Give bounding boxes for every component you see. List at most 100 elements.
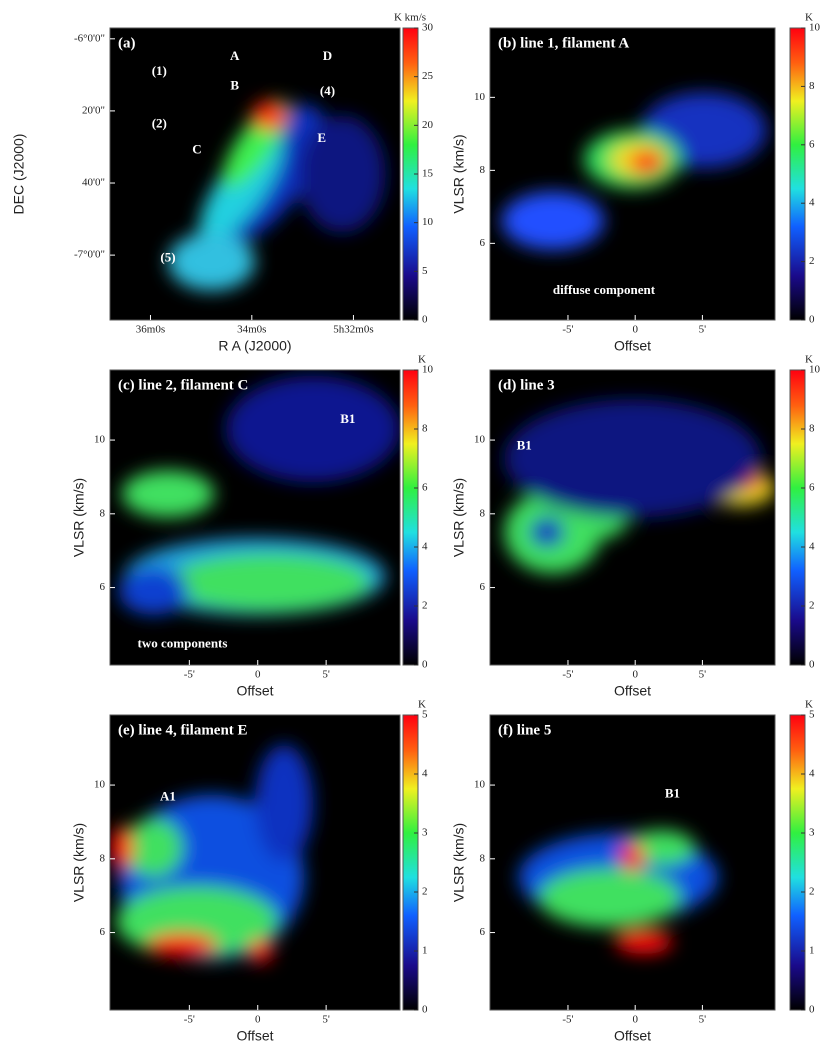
y-tick-label: 6 [100,926,106,938]
y-tick-label: 20'0" [82,104,105,116]
panel: (a) 36m0s 34m0s 5h32m0s -6°0'0" 20'0" 40'0" -7°… [11,12,434,354]
y-tick-label: 10 [474,434,486,446]
emission [118,567,189,615]
colorbar-label: K km/s [394,12,426,24]
panel-title: (d) line 3 [498,377,555,393]
x-tick-label: 5' [322,1014,330,1026]
x-axis-label: Offset [236,1028,273,1044]
annotation: B1 [340,411,355,426]
colorbar-tick-label: 6 [809,138,815,150]
emission [621,841,644,872]
emission [124,818,183,878]
panel: (c) line 2, filament C -5' 0 5' 6 8 10 Offset VL… [71,354,434,699]
annotation: two components [138,635,228,650]
colorbar-tick-label: 4 [809,768,815,780]
colorbar-tick-label: 1 [422,945,428,957]
heatmap-image [168,100,386,291]
x-tick-label: 0 [632,1014,638,1026]
panel: (d) line 3 -5' 0 5' 6 8 10 Offset VLSR (km/s) B1 K… [451,354,821,699]
emission [147,933,218,957]
emission [538,868,681,928]
colorbar-tick-label: 0 [422,314,428,326]
colorbar-tick-label: 0 [809,314,815,326]
heatmap-image [110,744,313,963]
colorbar-tick-label: 4 [809,197,815,209]
x-tick-label: 5' [699,324,707,336]
colorbar-tick-label: 10 [422,216,434,228]
y-tick-label: 10 [94,779,106,791]
x-tick-label: 5h32m0s [333,324,373,336]
frame [489,369,776,666]
y-axis-label: VLSR (km/s) [451,478,467,557]
colorbar-tick-label: 4 [422,768,428,780]
colorbar-tick-label: 0 [422,1004,428,1016]
x-tick-label: -5' [562,669,573,681]
heatmap [118,375,400,615]
y-tick-label: 8 [480,852,486,864]
colorbar-tick-label: 6 [809,482,815,494]
heatmap-image [501,92,767,250]
annotation: B1 [517,438,532,453]
panel-title: (a) [118,35,136,51]
emission [249,939,273,963]
colorbar-tick-label: 2 [422,600,428,612]
emission [121,470,215,518]
colorbar-tick-label: 2 [809,886,815,898]
panel-title: (f) line 5 [498,722,551,738]
y-axis-label: VLSR (km/s) [451,134,467,213]
colorbar-tick-label: 10 [422,364,434,376]
heatmap [518,830,718,954]
annotation: (4) [320,83,335,98]
y-tick-label: 6 [480,237,486,249]
colorbar-tick-label: 4 [422,541,428,553]
heatmap [504,399,775,574]
x-tick-label: 0 [255,669,261,681]
y-axis-label: VLSR (km/s) [71,478,87,557]
x-tick-label: 5' [322,669,330,681]
annotation: D [323,48,332,63]
x-tick-label: 5' [699,1014,707,1026]
annotation: (5) [160,250,175,265]
frame [489,27,776,321]
colorbar-tick-label: 10 [809,22,821,34]
colorbar-tick-label: 2 [809,600,815,612]
colorbar-tick-label: 2 [422,886,428,898]
x-tick-label: 36m0s [136,324,165,336]
x-axis-label: Offset [614,338,651,354]
annotation: B1 [665,786,680,801]
emission [501,191,604,250]
heatmap [168,100,386,291]
heatmap [110,744,313,963]
y-tick-label: 8 [100,507,106,519]
colorbar-tick-label: 10 [809,364,821,376]
emission [626,830,696,866]
colorbar-tick-label: 5 [809,709,815,721]
colorbar-label: K [805,699,813,711]
colorbar-tick-label: 5 [422,709,428,721]
frame [109,714,401,1011]
y-axis-label: VLSR (km/s) [71,823,87,902]
colorbar-tick-label: 5 [422,265,428,277]
panel: (e) line 4, filament E-5' 0 5'6810OffsetVL… [71,699,428,1044]
x-axis-label: Offset [236,683,273,699]
colorbar-tick-label: 1 [809,945,815,957]
colorbar-tick-label: 0 [809,659,815,671]
y-tick-label: 8 [100,852,106,864]
emission [504,399,761,518]
colorbar [789,27,806,321]
emission [252,101,287,131]
annotation: (2) [152,115,167,130]
y-axis-label: VLSR (km/s) [451,823,467,902]
x-tick-label: -5' [184,669,195,681]
panel-title: (e) line 4, filament E [118,722,248,738]
y-tick-label: 6 [480,926,486,938]
annotation: E [317,130,326,145]
y-tick-label: 6 [480,581,486,593]
x-axis-label: R A (J2000) [218,338,291,354]
colorbar-label: K [805,12,813,24]
x-tick-label: -5' [562,1014,573,1026]
annotation: diffuse component [553,282,656,297]
heatmap-image [518,830,718,954]
colorbar [789,714,806,1011]
